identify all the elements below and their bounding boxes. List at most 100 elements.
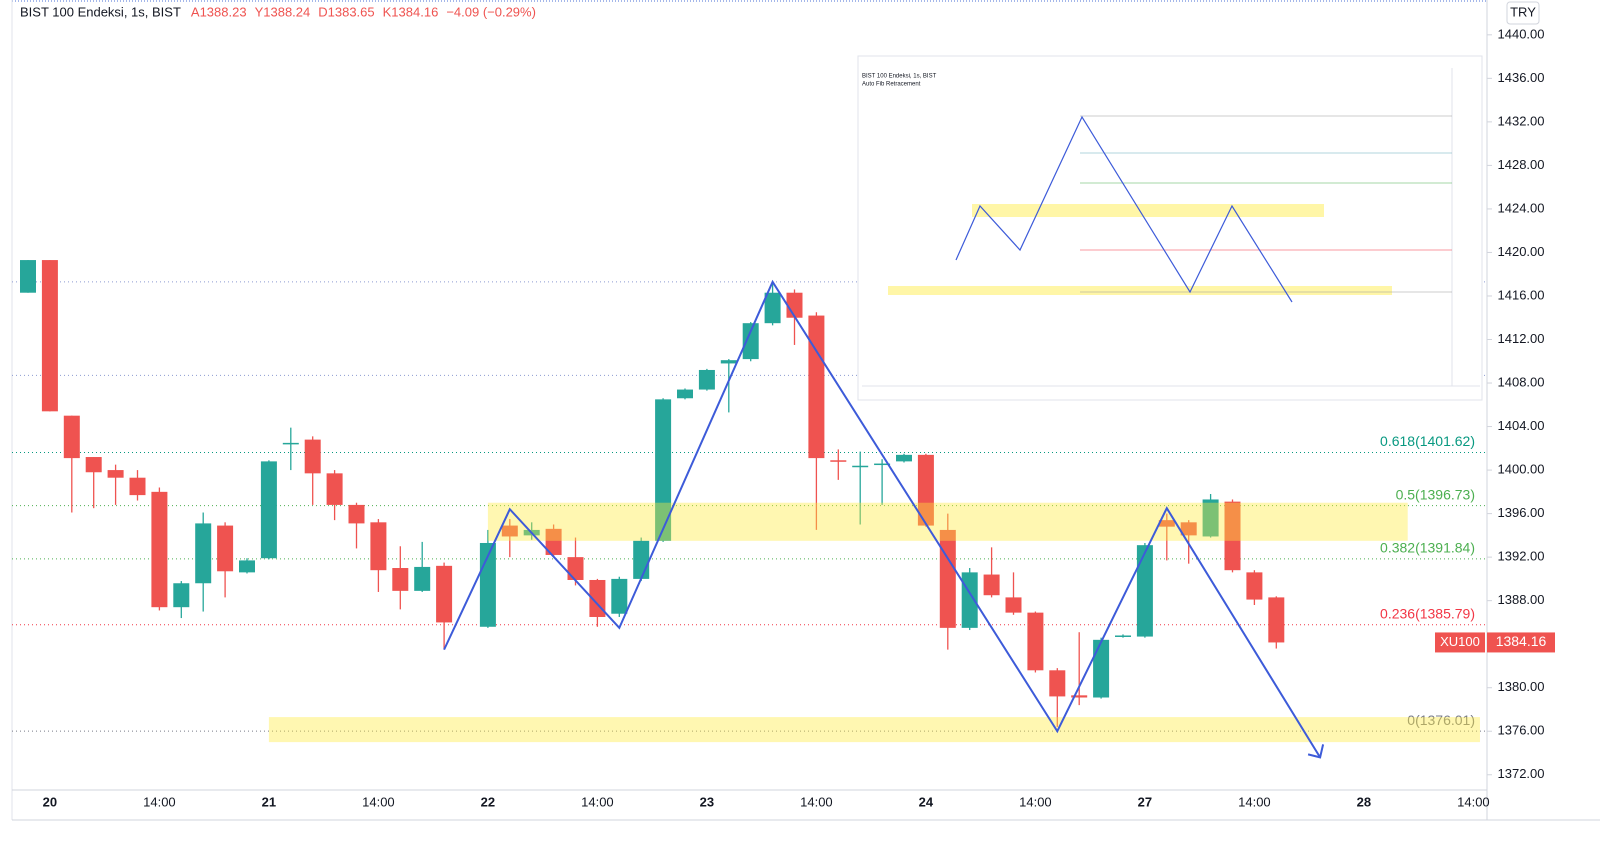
candle-body bbox=[129, 477, 146, 496]
y-tick-label: 1408.00 bbox=[1498, 374, 1545, 389]
zigzag-line bbox=[443, 279, 1321, 758]
x-tick-label: 14:00 bbox=[800, 794, 833, 809]
candle-body bbox=[830, 460, 847, 462]
candle-body bbox=[1136, 545, 1153, 637]
x-tick-label: 22 bbox=[481, 794, 495, 809]
candle-body bbox=[107, 470, 124, 478]
candle-body bbox=[874, 463, 891, 466]
price-tag-name-bg bbox=[1435, 632, 1485, 653]
x-tick-label: 14:00 bbox=[1238, 794, 1271, 809]
y-tick-label: 1404.00 bbox=[1498, 418, 1545, 433]
candle-body bbox=[436, 565, 453, 623]
x-tick-label: 27 bbox=[1138, 794, 1152, 809]
candle-body bbox=[260, 461, 277, 559]
x-tick-label: 14:00 bbox=[143, 794, 176, 809]
y-tick-label: 1392.00 bbox=[1498, 549, 1545, 564]
fib-label: 0.5(1396.73) bbox=[1396, 486, 1475, 502]
candle-body bbox=[1158, 520, 1175, 527]
fib-label: 0.382(1391.84) bbox=[1380, 540, 1475, 556]
x-tick-label: 21 bbox=[262, 794, 276, 809]
candle-body bbox=[698, 369, 715, 390]
candle-body bbox=[392, 568, 409, 591]
candle-body bbox=[742, 323, 759, 360]
inset-subtitle: Auto Fib Retracement bbox=[862, 82, 921, 88]
fib-label: 0(1376.01) bbox=[1407, 712, 1475, 728]
candle-body bbox=[1071, 695, 1088, 698]
header-value: D1383.65 bbox=[318, 4, 374, 19]
candle-body bbox=[41, 260, 58, 412]
arrow-head bbox=[1307, 744, 1325, 759]
candle-body bbox=[1049, 670, 1066, 697]
currency: TRY bbox=[1510, 4, 1536, 19]
header-value: −4.09 (−0.29%) bbox=[446, 4, 536, 19]
x-tick-label: 24 bbox=[919, 794, 934, 809]
candle-body bbox=[939, 529, 956, 628]
y-tick-label: 1428.00 bbox=[1498, 157, 1545, 172]
candle-body bbox=[567, 557, 584, 580]
candle-body bbox=[720, 360, 737, 364]
candle-body bbox=[1005, 597, 1022, 613]
symbol-title: BIST 100 Endeksi, 1s, BIST bbox=[20, 4, 181, 19]
y-tick-label: 1436.00 bbox=[1498, 70, 1545, 85]
candle-body bbox=[633, 540, 650, 579]
fib-label: 0.236(1385.79) bbox=[1380, 605, 1475, 621]
candle-body bbox=[983, 574, 1000, 596]
header-value: A1388.23 bbox=[191, 4, 247, 19]
candle-body bbox=[63, 415, 80, 459]
y-tick-label: 1400.00 bbox=[1498, 462, 1545, 477]
price-tag-value: 1384.16 bbox=[1496, 633, 1547, 649]
candle-body bbox=[764, 292, 781, 324]
header-value: K1384.16 bbox=[383, 4, 439, 19]
candle-body bbox=[917, 454, 934, 526]
y-tick-label: 1440.00 bbox=[1498, 26, 1545, 41]
candle-body bbox=[195, 523, 212, 584]
inset-zone bbox=[888, 286, 1392, 295]
x-tick-label: 14:00 bbox=[1019, 794, 1052, 809]
candle-body bbox=[282, 442, 299, 445]
inset-zone bbox=[972, 204, 1324, 217]
x-tick-label: 14:00 bbox=[362, 794, 395, 809]
candle-body bbox=[896, 454, 912, 462]
y-tick-label: 1376.00 bbox=[1498, 723, 1545, 738]
x-tick-label: 20 bbox=[43, 794, 57, 809]
candle-body bbox=[1093, 639, 1110, 698]
candle-body bbox=[545, 528, 562, 555]
legend-header: BIST 100 Endeksi, 1s, BIST bbox=[20, 4, 181, 19]
inset-zigzag bbox=[955, 115, 1293, 303]
candle-body bbox=[1027, 612, 1044, 671]
y-tick-label: 1388.00 bbox=[1498, 592, 1545, 607]
candle-body bbox=[326, 473, 343, 505]
zone bbox=[487, 502, 1408, 541]
y-tick-label: 1396.00 bbox=[1498, 505, 1545, 520]
x-tick-label: 14:00 bbox=[1457, 794, 1490, 809]
candle-body bbox=[414, 566, 431, 591]
candle-body bbox=[655, 399, 672, 541]
y-tick-label: 1432.00 bbox=[1498, 113, 1545, 128]
candle-body bbox=[1224, 501, 1241, 571]
candle-body bbox=[677, 389, 693, 399]
candle-body bbox=[501, 525, 518, 537]
currency-box[interactable] bbox=[1506, 1, 1540, 25]
candle-body bbox=[151, 491, 168, 608]
x-tick-label: 28 bbox=[1357, 794, 1371, 809]
x-tick-label: 23 bbox=[700, 794, 714, 809]
candle-body bbox=[786, 292, 803, 318]
candle-body bbox=[1268, 597, 1285, 643]
y-tick-label: 1372.00 bbox=[1498, 766, 1545, 781]
inset: BIST 100 Endeksi, 1s, BIST Auto Fib Retr… bbox=[857, 55, 1483, 401]
candle-body bbox=[852, 465, 869, 468]
x-tick-label: 14:00 bbox=[581, 794, 614, 809]
y-tick-label: 1412.00 bbox=[1498, 331, 1545, 346]
candle-body bbox=[85, 457, 102, 473]
candle-body bbox=[1115, 635, 1131, 637]
inset-title: BIST 100 Endeksi, 1s, BIST bbox=[862, 74, 937, 80]
candle-body bbox=[808, 315, 825, 459]
candle-body bbox=[1202, 499, 1219, 537]
header-value: Y1388.24 bbox=[255, 4, 311, 19]
y-tick-label: 1416.00 bbox=[1498, 287, 1545, 302]
candle-body bbox=[304, 439, 321, 474]
price-tag-bg bbox=[1487, 632, 1555, 653]
candle-body bbox=[370, 522, 387, 571]
